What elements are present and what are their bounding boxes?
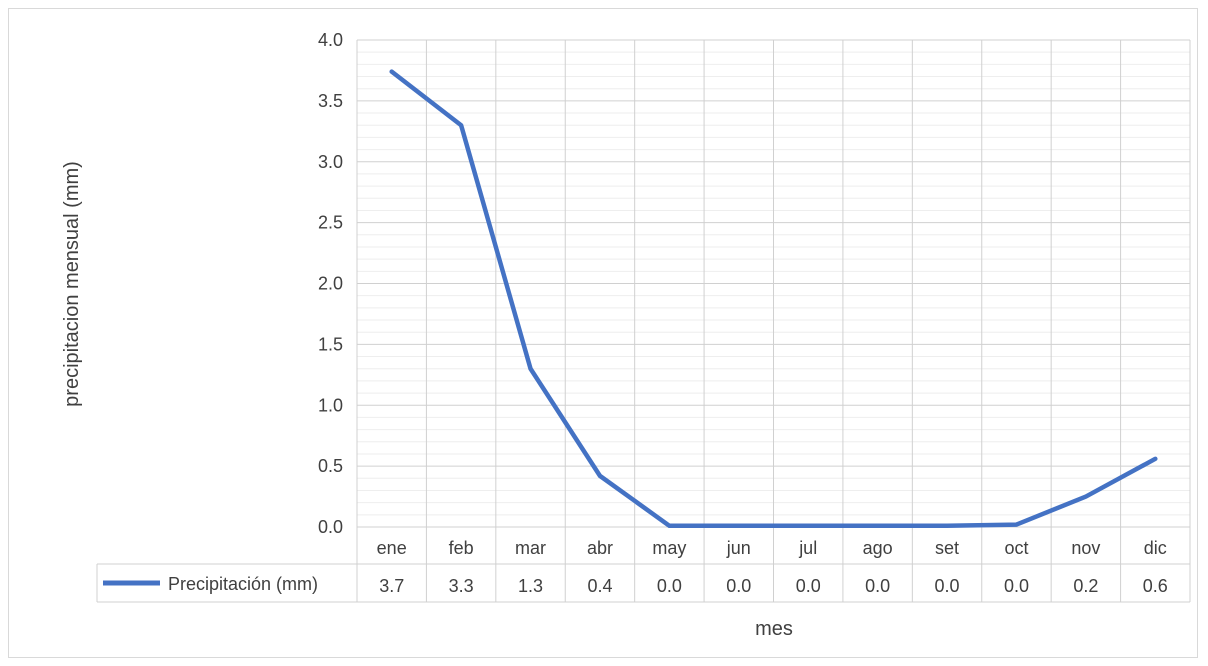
table-value-cell: 0.0 (935, 576, 960, 596)
x-category-labels: ene feb mar abr may jun jul ago set oct nov dic (377, 538, 1167, 558)
table-value-cell: 0.0 (657, 576, 682, 596)
x-category-label: jul (798, 538, 817, 558)
legend-series-label: Precipitación (mm) (168, 574, 318, 594)
x-category-label: may (652, 538, 686, 558)
y-tick-label: 1.0 (318, 395, 343, 415)
table-value-cell: 0.2 (1073, 576, 1098, 596)
x-axis-title: mes (755, 618, 793, 640)
series-line-precipitacion (389, 69, 1158, 529)
y-tick-label: 0.0 (318, 517, 343, 537)
y-tick-labels: 0.0 0.5 1.0 1.5 2.0 2.5 3.0 3.5 4.0 (318, 30, 343, 537)
table-value-cell: 0.0 (865, 576, 890, 596)
table-value-cell: 0.0 (726, 576, 751, 596)
x-category-label: jun (726, 538, 751, 558)
y-tick-label: 0.5 (318, 456, 343, 476)
table-value-cell: 0.6 (1143, 576, 1168, 596)
x-category-label: abr (587, 538, 613, 558)
table-value-cell: 0.4 (587, 576, 612, 596)
y-tick-label: 1.5 (318, 334, 343, 354)
y-tick-label: 4.0 (318, 30, 343, 50)
table-value-cell: 1.3 (518, 576, 543, 596)
gridlines (356, 39, 1191, 602)
y-tick-label: 2.0 (318, 274, 343, 294)
x-category-label: oct (1004, 538, 1028, 558)
y-axis-title: precipitacion mensual (mm) (61, 161, 83, 407)
y-tick-label: 2.5 (318, 213, 343, 233)
y-tick-label: 3.0 (318, 152, 343, 172)
chart-frame (8, 8, 1198, 658)
x-category-label: dic (1144, 538, 1167, 558)
x-category-label: feb (449, 538, 474, 558)
y-tick-label: 3.5 (318, 91, 343, 111)
table-value-cell: 0.0 (796, 576, 821, 596)
data-table: Precipitación (mm) 3.7 3.3 1.3 0.4 0.0 0.0 0.0 0… (96, 563, 1190, 603)
x-category-label: set (935, 538, 959, 558)
table-value-cell: 3.3 (449, 576, 474, 596)
x-category-label: ago (863, 538, 893, 558)
x-category-label: nov (1071, 538, 1100, 558)
table-value-cell: 3.7 (379, 576, 404, 596)
x-category-label: mar (515, 538, 546, 558)
table-value-cell: 0.0 (1004, 576, 1029, 596)
series-line-group (389, 69, 1158, 529)
x-category-label: ene (377, 538, 407, 558)
